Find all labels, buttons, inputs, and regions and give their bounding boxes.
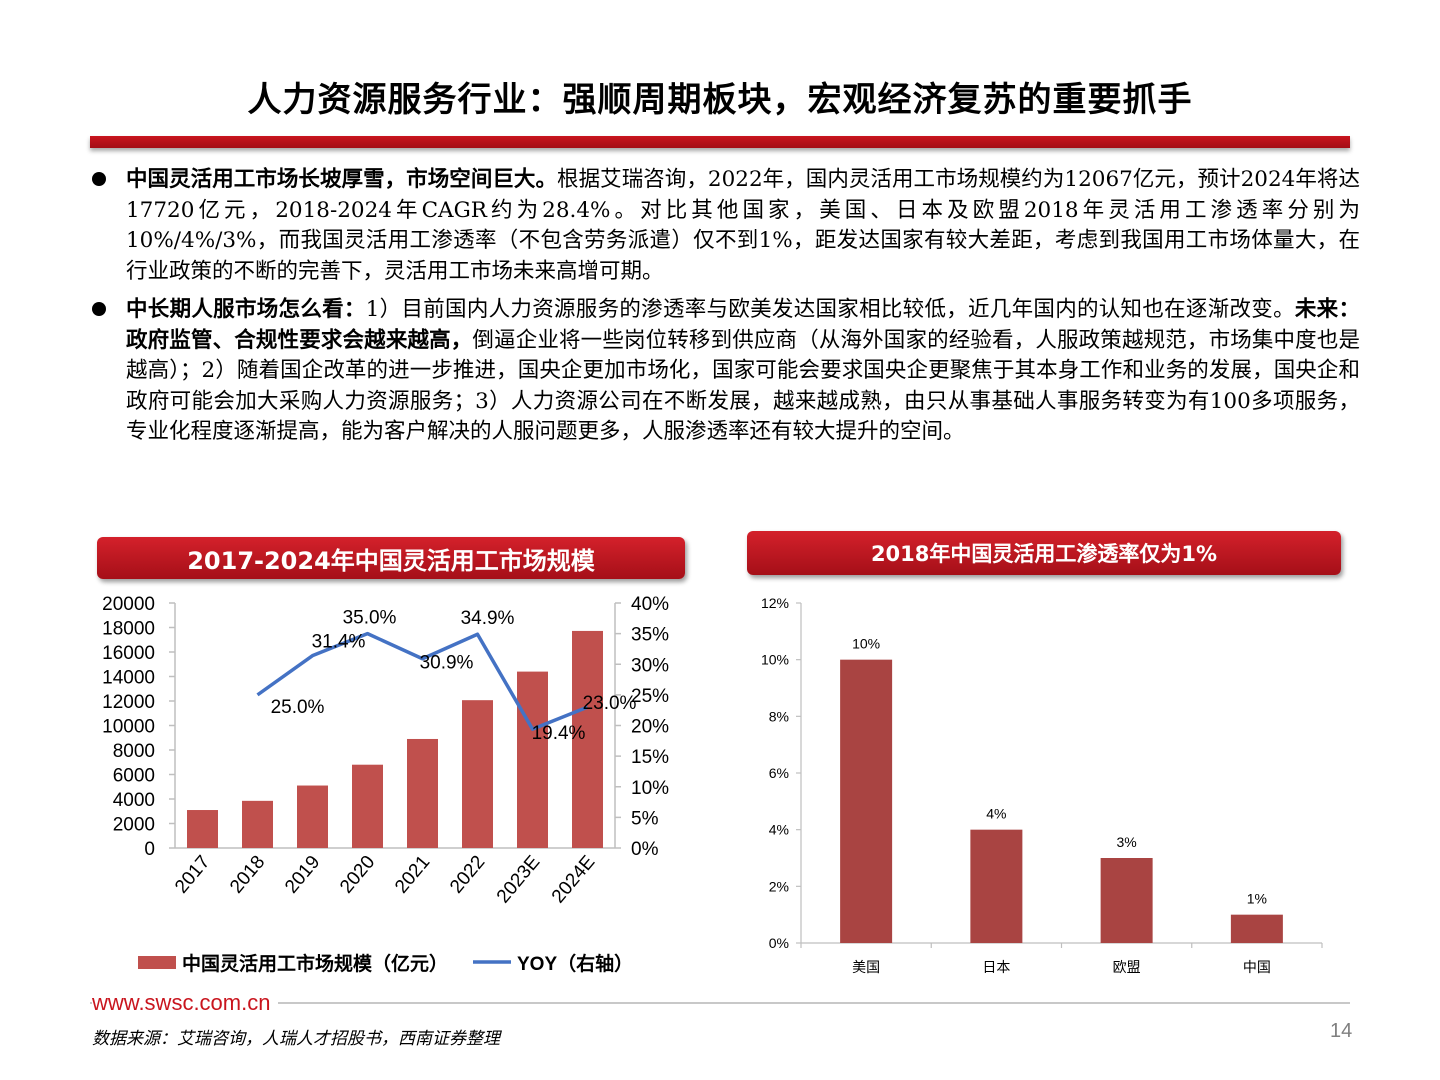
chart1-yoy-data-label: 25.0% [271, 697, 325, 718]
chart1-y2-tick-label: 20% [631, 717, 669, 738]
chart1-yoy-data-label: 34.9% [461, 608, 515, 629]
chart2-y-tick-label: 6% [769, 765, 789, 781]
chart1-bar [187, 810, 218, 848]
chart1-bar [462, 700, 493, 848]
chart1-y2-tick-label: 40% [631, 594, 669, 615]
chart1-y-tick-label: 20000 [102, 594, 155, 615]
chart2-data-label: 3% [1117, 834, 1137, 850]
chart2-y-tick-label: 8% [769, 708, 789, 724]
bullet-item: 中长期人服市场怎么看：1）目前国内人力资源服务的渗透率与欧美发达国家相比较低，近… [90, 295, 1360, 448]
chart1-y2-tick-label: 10% [631, 778, 669, 799]
chart2-y-tick-label: 0% [769, 935, 789, 951]
chart1-y2-tick-label: 35% [631, 625, 669, 646]
chart2-data-label: 4% [986, 806, 1006, 822]
chart1-y2-tick-label: 0% [631, 839, 659, 860]
chart1-x-tick-label: 2020 [336, 852, 379, 898]
chart2-data-label: 10% [852, 636, 880, 652]
chart2-title-banner: 2018年中国灵活用工渗透率仅为1% [747, 531, 1341, 575]
chart1-y-tick-label: 14000 [102, 668, 155, 689]
chart2-bar [970, 829, 1023, 943]
bullet-text: 1）目前国内人力资源服务的渗透率与欧美发达国家相比较低，近几年国内的认知也在逐渐… [365, 297, 1295, 322]
chart1-x-tick-label: 2024E [548, 852, 599, 908]
chart2-x-tick-label: 欧盟 [1113, 960, 1141, 976]
chart2-y-tick-label: 4% [769, 822, 789, 838]
chart1-yoy-data-label: 31.4% [312, 632, 366, 653]
chart2-title: 2018年中国灵活用工渗透率仅为1% [870, 542, 1218, 566]
chart1-y-tick-label: 8000 [113, 741, 155, 762]
chart2-y-tick-label: 10% [761, 652, 789, 668]
chart1-y-tick-label: 16000 [102, 643, 155, 664]
chart1-y2-tick-label: 15% [631, 747, 669, 768]
chart1-legend-bar-label: 中国灵活用工市场规模（亿元） [182, 952, 448, 975]
chart1-y2-tick-label: 30% [631, 655, 669, 676]
chart1-y-tick-label: 4000 [113, 790, 155, 811]
chart1-bar [572, 630, 603, 848]
bullet-dot-icon [92, 172, 106, 186]
chart1-legend-line-label: YOY（右轴） [517, 952, 633, 975]
page-number: 14 [1330, 1020, 1353, 1042]
bullet-dot-icon [92, 302, 106, 316]
bullet-heading: 中长期人服市场怎么看： [126, 297, 366, 322]
title-rule [90, 136, 1350, 148]
chart1-bar [352, 764, 383, 848]
chart1-x-tick-label: 2023E [493, 852, 544, 908]
bullet-item: 中国灵活用工市场长坡厚雪，市场空间巨大。根据艾瑞咨询，2022年，国内灵活用工市… [90, 165, 1360, 287]
bullet-list: 中国灵活用工市场长坡厚雪，市场空间巨大。根据艾瑞咨询，2022年，国内灵活用工市… [90, 165, 1360, 456]
chart1-y-tick-label: 6000 [113, 766, 155, 787]
chart1-yoy-line [256, 631, 589, 731]
chart1-y-tick-label: 10000 [102, 717, 155, 738]
page-title: 人力资源服务行业：强顺周期板块，宏观经济复苏的重要抓手 [247, 80, 1193, 120]
chart1-title-banner: 2017-2024年中国灵活用工市场规模 [97, 537, 685, 579]
chart2-y-tick-label: 2% [769, 878, 789, 894]
bullet-heading: 中国灵活用工市场长坡厚雪，市场空间巨大。 [126, 167, 558, 192]
chart1-bar [297, 785, 328, 848]
bullet-text-continued: 倒逼企业将一些岗位转移到供应商（从海外国家的经验看，人服政策越规范，市场集中度也… [126, 327, 1360, 445]
chart1-y-tick-label: 18000 [102, 619, 155, 640]
footer-rule [90, 1002, 1350, 1004]
chart2-data-label: 1% [1247, 891, 1267, 907]
chart2-bar [1100, 858, 1153, 943]
chart1-yoy-data-label: 35.0% [343, 608, 397, 629]
chart1-bar [407, 738, 438, 848]
chart1-title: 2017-2024年中国灵活用工市场规模 [187, 546, 595, 575]
chart1-y-tick-label: 12000 [102, 692, 155, 713]
chart1-legend-bar-swatch [138, 956, 176, 969]
chart1-yoy-data-label: 23.0% [583, 693, 637, 714]
chart1-x-tick-label: 2017 [171, 852, 214, 898]
chart1-yoy-data-label: 30.9% [420, 653, 474, 674]
chart1-x-tick-label: 2019 [281, 852, 324, 898]
chart1-bar [242, 800, 273, 848]
chart2-bar [1230, 914, 1283, 943]
chart1-x-tick-label: 2021 [391, 852, 434, 898]
chart1-x-tick-label: 2022 [446, 852, 489, 898]
site-url[interactable]: www.swsc.com.cn [92, 990, 279, 1016]
chart2-bar [840, 659, 893, 943]
chart1-x-tick-label: 2018 [226, 852, 269, 898]
data-source: 数据来源：艾瑞咨询，人瑞人才招股书，西南证券整理 [92, 1029, 500, 1049]
bullet-text: 根据艾瑞咨询，2022年，国内灵活用工市场规模约为12067亿元，预计2024年… [126, 167, 1360, 284]
chart2-x-tick-label: 美国 [852, 960, 880, 976]
chart1-bar [517, 671, 548, 848]
chart1-yoy-data-label: 19.4% [532, 723, 586, 744]
chart2-y-tick-label: 12% [761, 595, 789, 611]
chart1-y2-tick-label: 25% [631, 686, 669, 707]
chart2-x-tick-label: 中国 [1243, 960, 1271, 976]
bullet-emphasis: 未来：政府监管、合规性要求会越来越高， [126, 297, 1360, 353]
chart1-y2-tick-label: 5% [631, 808, 659, 829]
chart1-y-tick-label: 2000 [113, 815, 155, 836]
chart1-y-tick-label: 0 [144, 839, 155, 860]
chart2-x-tick-label: 日本 [982, 960, 1010, 976]
